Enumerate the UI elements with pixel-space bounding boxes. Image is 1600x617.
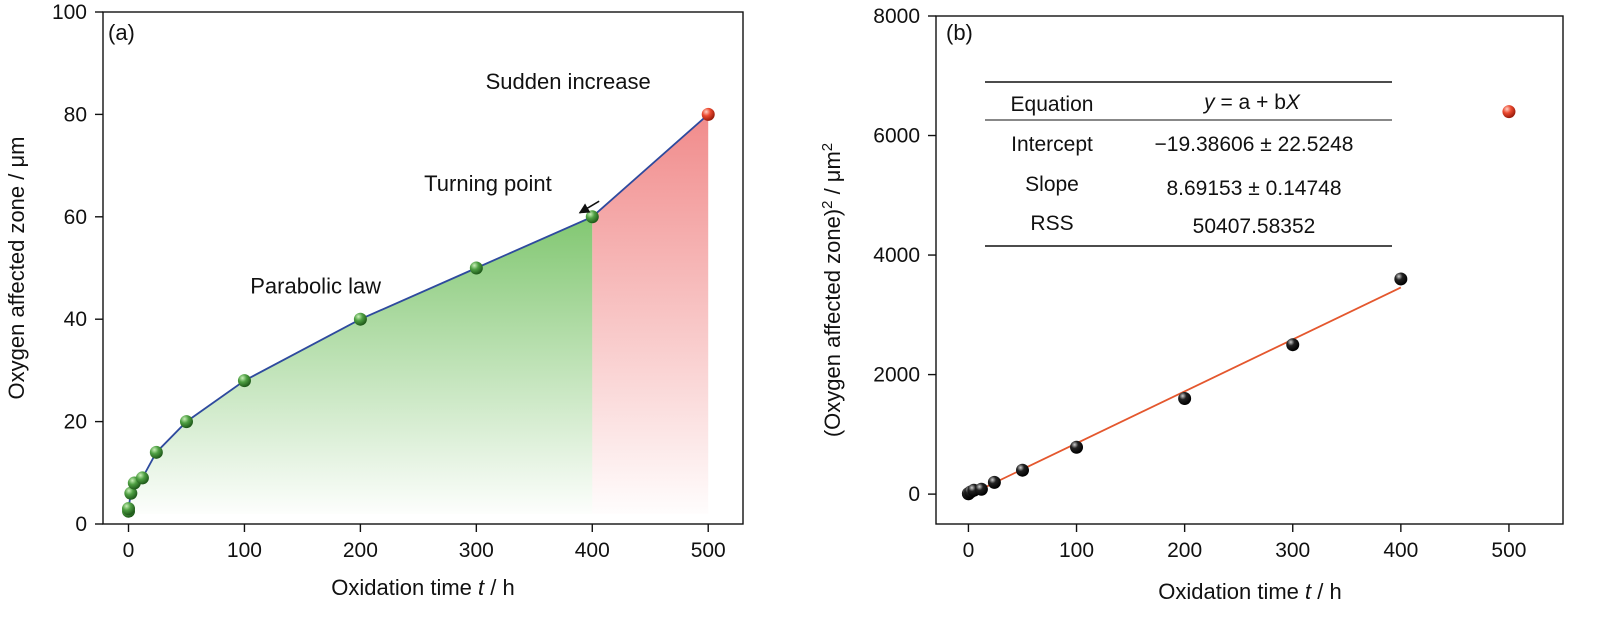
data-point	[1070, 440, 1084, 454]
data-point	[987, 475, 1001, 489]
x-tick-label: 300	[459, 539, 494, 562]
panel-b-y-axis-label: (Oxygen affected zone)2 / μm2	[819, 143, 846, 437]
data-point	[585, 210, 599, 224]
x-tick-label: 500	[1491, 539, 1526, 562]
x-tick-label: 0	[963, 539, 975, 562]
y-tick-label: 0	[75, 513, 87, 536]
annotation-arrow	[578, 200, 600, 214]
x-tick-label: 400	[1383, 539, 1418, 562]
data-point	[1394, 272, 1408, 286]
panel-a-x-ticks: 0 100 200 300 400 500	[123, 524, 726, 562]
panel-a: 0 100 200 300 400 500 0 20 40 60 80 100 Parabolic …	[4, 1, 744, 600]
panel-a-fill-areas	[128, 114, 709, 514]
panel-b-frame	[935, 15, 1564, 525]
y-tick-label: 20	[64, 411, 87, 434]
data-point	[122, 502, 136, 516]
panel-b-fit-line	[968, 286, 1402, 497]
y-tick-label: 80	[64, 103, 87, 126]
panel-a-points	[122, 107, 715, 518]
panel-a-y-axis-label: Oxygen affected zone / μm	[4, 137, 29, 400]
data-point	[124, 486, 138, 500]
data-point-outlier	[1502, 105, 1516, 119]
data-point	[1178, 391, 1192, 405]
x-tick-label: 0	[123, 539, 135, 562]
y-tick-label: 2000	[873, 364, 920, 387]
fit-parameters-table: Equation y = a + bX Intercept −19.38606 …	[985, 81, 1392, 247]
table-row-intercept-value: −19.38606 ± 22.5248	[1155, 133, 1354, 156]
y-tick-label: 40	[64, 308, 87, 331]
annotation-2: Sudden increase	[486, 69, 651, 94]
data-point	[149, 445, 163, 459]
data-point	[974, 482, 988, 496]
panel-a-x-axis-label: Oxidation time t / h	[331, 575, 514, 600]
table-row-rss-label: RSS	[1030, 212, 1073, 235]
y-tick-label: 4000	[873, 244, 920, 267]
y-tick-label: 6000	[873, 125, 920, 148]
data-point	[353, 312, 367, 326]
x-tick-label: 100	[227, 539, 262, 562]
panel-a-label: (a)	[108, 20, 135, 45]
y-tick-label: 0	[908, 483, 920, 506]
x-tick-label: 200	[1167, 539, 1202, 562]
data-point	[469, 261, 483, 275]
panel-a-frame	[102, 11, 744, 525]
x-tick-label: 300	[1275, 539, 1310, 562]
linear-fit-line	[968, 286, 1402, 497]
panel-b-y-ticks: 0 2000 4000 6000 8000	[873, 5, 936, 506]
data-point	[1286, 338, 1300, 352]
panel-a-y-ticks: 0 20 40 60 80 100	[52, 1, 103, 536]
data-point-outlier	[701, 107, 715, 121]
data-point	[1015, 463, 1029, 477]
table-row-rss-value: 50407.58352	[1193, 215, 1316, 238]
panel-a-annotations: Parabolic law Turning point Sudden increas…	[250, 69, 650, 299]
table-row-intercept-label: Intercept	[1011, 133, 1093, 156]
panel-b: 0 100 200 300 400 500 0 2000 4000 6000 8000 Equat…	[819, 5, 1564, 604]
panel-b-x-ticks: 0 100 200 300 400 500	[963, 524, 1526, 562]
data-point	[179, 415, 193, 429]
x-tick-label: 100	[1059, 539, 1094, 562]
y-tick-label: 100	[52, 1, 87, 24]
parabolic-region-fill	[128, 216, 593, 514]
annotation-1: Turning point	[424, 171, 552, 196]
data-point	[237, 374, 251, 388]
x-tick-label: 400	[575, 539, 610, 562]
table-row-slope-label: Slope	[1025, 173, 1079, 196]
sudden-increase-region-fill	[592, 114, 709, 514]
annotation-0: Parabolic law	[250, 274, 381, 299]
table-header-equation: y = a + bX	[1202, 91, 1301, 114]
panel-b-points	[961, 105, 1516, 501]
x-tick-label: 200	[343, 539, 378, 562]
table-header-label: Equation	[1011, 93, 1094, 116]
data-point	[135, 471, 149, 485]
panel-b-label: (b)	[946, 20, 973, 45]
x-tick-label: 500	[691, 539, 726, 562]
panel-b-x-axis-label: Oxidation time t / h	[1158, 579, 1341, 604]
table-row-slope-value: 8.69153 ± 0.14748	[1166, 177, 1341, 200]
y-tick-label: 60	[64, 206, 87, 229]
y-tick-label: 8000	[873, 5, 920, 28]
